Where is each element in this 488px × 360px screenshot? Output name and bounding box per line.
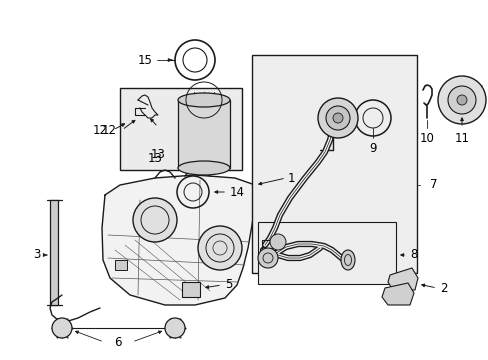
Text: 14: 14	[229, 185, 244, 198]
Circle shape	[258, 248, 278, 268]
Text: 13: 13	[150, 148, 165, 162]
Bar	[251, 55, 416, 273]
Text: 13: 13	[147, 152, 162, 165]
Text: 3: 3	[33, 248, 41, 261]
Circle shape	[269, 234, 285, 250]
Circle shape	[317, 98, 357, 138]
Ellipse shape	[178, 161, 229, 175]
Polygon shape	[102, 175, 254, 305]
Text: 7: 7	[429, 179, 437, 192]
Text: 8: 8	[409, 248, 417, 261]
Bar	[120, 88, 242, 170]
Text: 6: 6	[114, 336, 122, 348]
Circle shape	[325, 106, 349, 130]
Text: 12: 12	[102, 123, 117, 136]
Circle shape	[437, 76, 485, 124]
Circle shape	[133, 198, 177, 242]
Circle shape	[52, 318, 72, 338]
Circle shape	[332, 113, 342, 123]
Text: 5: 5	[224, 279, 232, 292]
Circle shape	[198, 226, 242, 270]
Circle shape	[447, 86, 475, 114]
Bar	[182, 282, 200, 297]
Text: 9: 9	[368, 141, 376, 154]
Polygon shape	[387, 268, 417, 290]
Bar	[262, 240, 271, 258]
Text: 15: 15	[137, 54, 152, 67]
Circle shape	[456, 95, 466, 105]
Bar	[50, 200, 58, 305]
Text: 10: 10	[419, 131, 433, 144]
Bar	[178, 100, 229, 168]
Text: 2: 2	[439, 282, 447, 294]
Bar	[258, 222, 395, 284]
Ellipse shape	[340, 250, 354, 270]
Ellipse shape	[178, 93, 229, 107]
Circle shape	[164, 318, 184, 338]
Text: 12: 12	[93, 123, 108, 136]
Bar	[115, 260, 127, 270]
Polygon shape	[381, 283, 413, 305]
Text: 1: 1	[287, 171, 295, 184]
Text: 11: 11	[453, 131, 468, 144]
